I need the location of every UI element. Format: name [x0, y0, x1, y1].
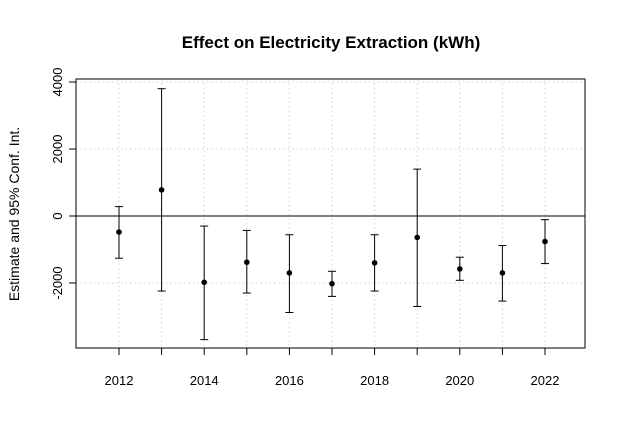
y-axis: -2000 0 2000 4000	[50, 68, 76, 300]
y-tick-label-0: 0	[50, 212, 65, 219]
y-tick-label-2000: 2000	[50, 135, 65, 164]
x-tick-label-2020: 2020	[445, 373, 474, 388]
y-axis-label: Estimate and 95% Conf. Int.	[6, 127, 22, 301]
x-tick-label-2018: 2018	[360, 373, 389, 388]
chart-title: Effect on Electricity Extraction (kWh)	[182, 33, 481, 52]
plot-frame	[75, 78, 586, 349]
point-estimate-2022	[542, 238, 548, 245]
point-estimate-2021	[499, 270, 506, 276]
point-estimate-2016	[286, 270, 293, 276]
x-axis: 2012 2014 2016 2018 2020 2022	[105, 348, 560, 388]
point-estimate-2017	[329, 280, 335, 287]
point-estimate-2018	[371, 260, 378, 266]
x-tick-label-2012: 2012	[105, 373, 134, 388]
grid	[76, 79, 585, 348]
point-estimate-2015	[244, 259, 250, 266]
estimates-series	[115, 88, 549, 341]
point-estimate-2013	[158, 187, 165, 193]
point-estimate-2014	[201, 279, 207, 286]
point-estimate-2019	[414, 234, 421, 241]
x-tick-label-2016: 2016	[275, 373, 304, 388]
point-estimate-2020	[457, 266, 463, 272]
point-estimate-2012	[116, 229, 122, 235]
y-tick-label--2000: -2000	[50, 266, 65, 299]
x-tick-label-2014: 2014	[190, 373, 219, 388]
y-tick-label-4000: 4000	[50, 68, 65, 97]
x-tick-label-2022: 2022	[531, 373, 560, 388]
